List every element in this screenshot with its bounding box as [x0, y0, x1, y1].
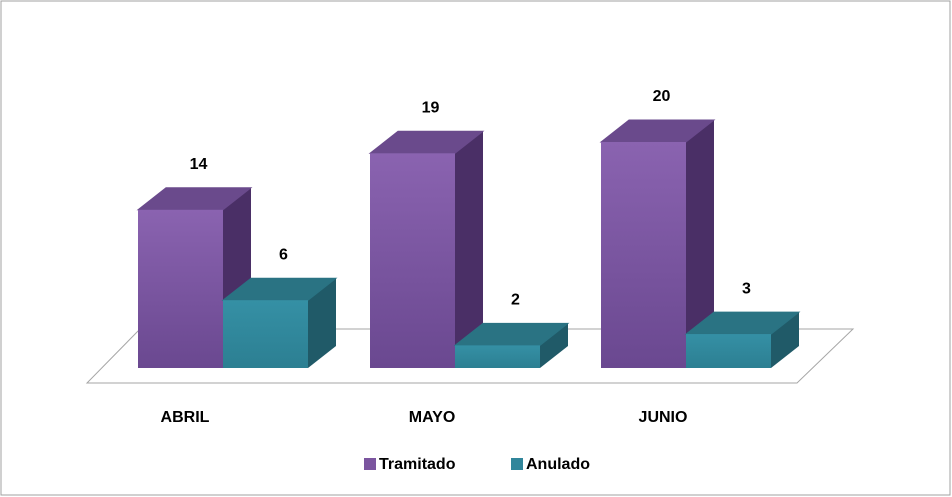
- legend-label: Anulado: [526, 456, 590, 473]
- bar: [221, 277, 338, 368]
- bar: [684, 311, 801, 368]
- bar-front: [370, 153, 455, 368]
- bar-side: [308, 278, 336, 368]
- data-label: 2: [511, 292, 520, 309]
- data-label: 20: [653, 88, 671, 105]
- x-tick-label: ABRIL: [161, 409, 210, 426]
- x-tick-label: MAYO: [409, 409, 456, 426]
- bar-front: [138, 209, 223, 368]
- bar-side: [686, 120, 714, 368]
- legend-swatch: [511, 458, 523, 470]
- bar: [453, 322, 570, 368]
- data-label: 3: [742, 280, 751, 297]
- x-tick-label: JUNIO: [639, 409, 688, 426]
- bar: [599, 119, 716, 368]
- data-label: 14: [190, 156, 208, 173]
- bar-side: [771, 312, 799, 368]
- legend-label: Tramitado: [379, 456, 456, 473]
- legend-swatch: [364, 458, 376, 470]
- bar-front: [686, 334, 771, 368]
- data-label: 6: [279, 246, 288, 263]
- bar-front: [601, 142, 686, 368]
- bar-front: [223, 300, 308, 368]
- bar-front: [455, 345, 540, 368]
- bar-side: [540, 323, 568, 368]
- bar: [368, 130, 485, 368]
- bar-side: [455, 131, 483, 368]
- data-label: 19: [422, 100, 440, 117]
